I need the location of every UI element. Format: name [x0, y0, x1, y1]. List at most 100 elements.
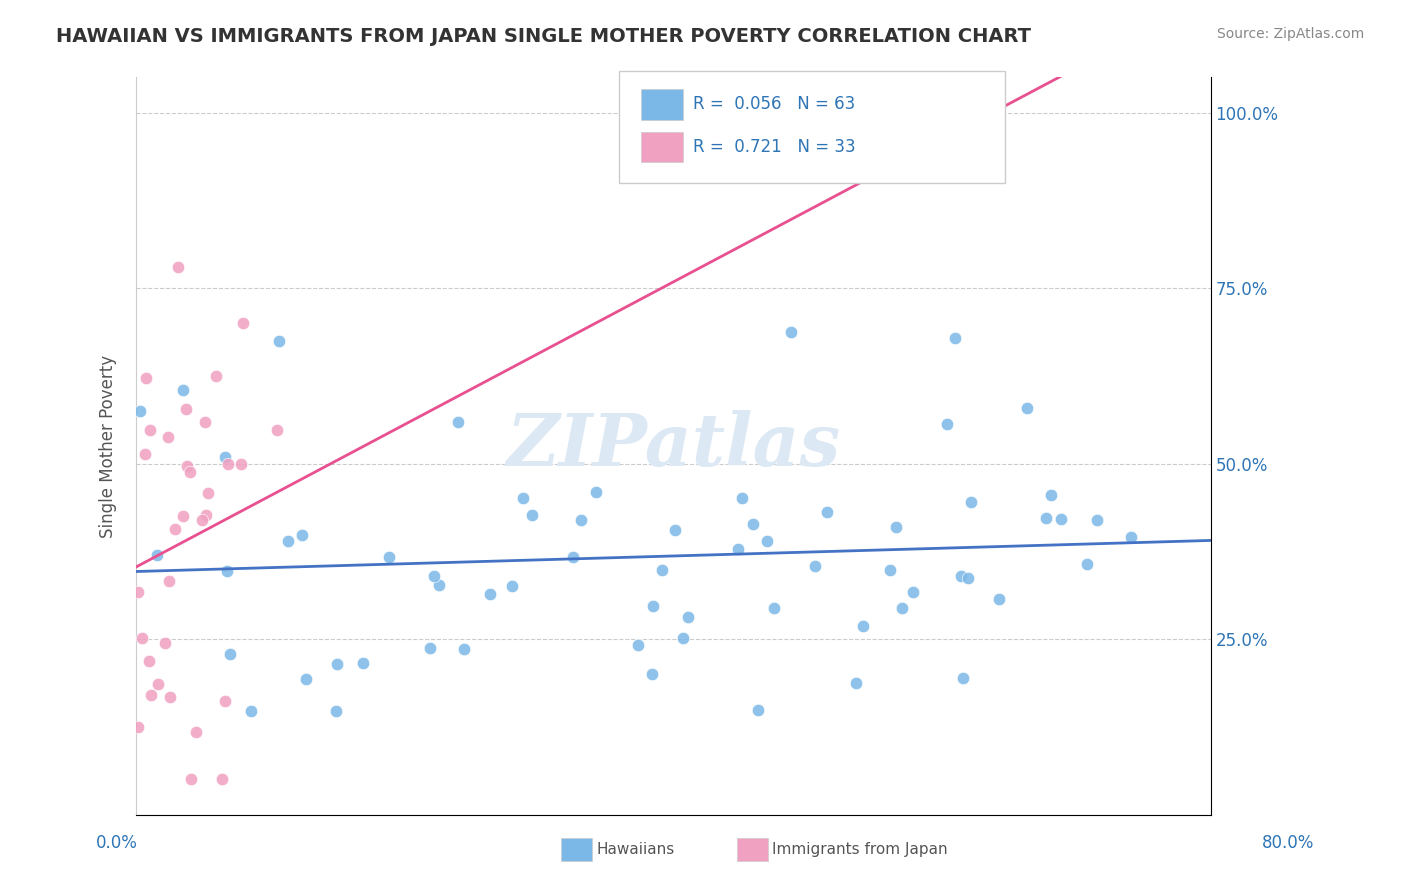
Point — [239, 704, 262, 718]
Point — [134, 447, 156, 461]
Point — [180, 772, 202, 787]
Text: 80.0%: 80.0% — [1263, 834, 1315, 852]
Point — [179, 465, 201, 479]
Point — [229, 457, 252, 471]
Point — [266, 423, 288, 437]
Point — [1076, 557, 1098, 571]
Point — [447, 415, 470, 429]
Point — [1035, 510, 1057, 524]
Point — [184, 724, 207, 739]
Point — [845, 675, 868, 690]
Point — [562, 549, 585, 564]
Point — [1015, 401, 1038, 416]
Point — [139, 424, 162, 438]
Point — [641, 666, 664, 681]
Point — [419, 640, 441, 655]
Text: ZIPatlas: ZIPatlas — [506, 410, 841, 482]
Point — [291, 528, 314, 542]
Point — [197, 485, 219, 500]
Point — [277, 534, 299, 549]
Point — [960, 495, 983, 509]
Point — [138, 654, 160, 668]
Point — [585, 484, 607, 499]
Point — [295, 672, 318, 686]
Text: R =  0.721   N = 33: R = 0.721 N = 33 — [693, 138, 856, 156]
Point — [127, 584, 149, 599]
Point — [427, 578, 450, 592]
Point — [378, 550, 401, 565]
Point — [325, 705, 347, 719]
Point — [139, 688, 162, 702]
Point — [1085, 513, 1108, 527]
Point — [891, 601, 914, 615]
Point — [148, 676, 170, 690]
Point — [815, 505, 838, 519]
Point — [1040, 488, 1063, 502]
Point — [195, 508, 218, 523]
Point — [1119, 530, 1142, 544]
Point — [901, 585, 924, 599]
Point — [479, 587, 502, 601]
Text: 0.0%: 0.0% — [96, 834, 138, 852]
Point — [194, 415, 217, 429]
Point — [423, 569, 446, 583]
Point — [214, 694, 236, 708]
Point — [676, 610, 699, 624]
Point — [943, 330, 966, 344]
Point — [127, 720, 149, 734]
Point — [153, 636, 176, 650]
Point — [957, 570, 980, 584]
Point — [146, 548, 169, 562]
Point — [780, 325, 803, 339]
Point — [512, 491, 534, 506]
Point — [672, 631, 695, 645]
Point — [641, 599, 664, 613]
Point — [664, 523, 686, 537]
Point — [727, 541, 749, 556]
Point — [627, 638, 650, 652]
Y-axis label: Single Mother Poverty: Single Mother Poverty — [100, 354, 117, 538]
Point — [214, 450, 236, 464]
Point — [950, 568, 973, 582]
Point — [217, 457, 239, 471]
Point — [172, 384, 194, 398]
Point — [879, 562, 901, 576]
Point — [651, 564, 673, 578]
Point — [163, 522, 186, 536]
Point — [219, 647, 242, 661]
Point — [952, 671, 974, 685]
Point — [936, 417, 959, 432]
Point — [453, 641, 475, 656]
Point — [742, 516, 765, 531]
Text: Source: ZipAtlas.com: Source: ZipAtlas.com — [1216, 27, 1364, 41]
Point — [157, 574, 180, 588]
Point — [756, 533, 779, 548]
Point — [569, 513, 592, 527]
Point — [131, 632, 153, 646]
Text: Hawaiians: Hawaiians — [596, 842, 675, 856]
Point — [135, 371, 157, 385]
Point — [269, 334, 291, 348]
Point — [166, 260, 188, 274]
Point — [211, 772, 233, 787]
Point — [174, 401, 197, 416]
Point — [730, 491, 752, 505]
Point — [886, 520, 908, 534]
Point — [763, 600, 786, 615]
Point — [352, 656, 374, 670]
Point — [172, 509, 194, 524]
Point — [159, 690, 181, 705]
Point — [190, 513, 212, 527]
Point — [520, 508, 543, 522]
Point — [217, 564, 239, 578]
Point — [176, 459, 198, 474]
Point — [1049, 512, 1071, 526]
Text: Immigrants from Japan: Immigrants from Japan — [772, 842, 948, 856]
Point — [804, 558, 827, 573]
Text: HAWAIIAN VS IMMIGRANTS FROM JAPAN SINGLE MOTHER POVERTY CORRELATION CHART: HAWAIIAN VS IMMIGRANTS FROM JAPAN SINGLE… — [56, 27, 1031, 45]
Point — [852, 619, 875, 633]
Point — [204, 369, 226, 384]
Point — [501, 579, 523, 593]
Point — [957, 141, 980, 155]
Point — [747, 703, 769, 717]
